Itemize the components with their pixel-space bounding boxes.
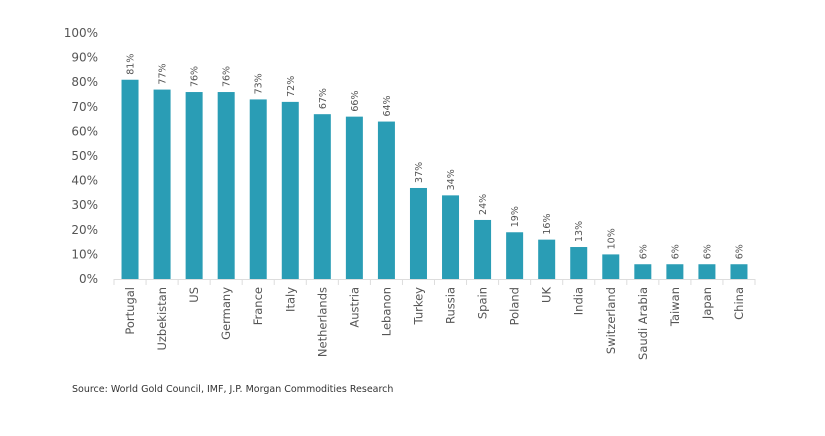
x-tick-label: Netherlands (315, 287, 329, 357)
bar (185, 92, 203, 279)
bar (313, 114, 331, 280)
bar (474, 219, 492, 279)
x-tick-label: India (572, 287, 586, 315)
data-label: 6% (638, 244, 649, 259)
bar (602, 254, 620, 279)
data-label: 64% (382, 95, 393, 116)
bar (249, 99, 267, 279)
x-tick-label: Italy (283, 287, 297, 312)
bar (281, 101, 299, 279)
bar (570, 247, 588, 279)
bar (730, 264, 748, 279)
x-tick-label: Lebanon (379, 287, 393, 336)
x-tick-label: Saudi Arabia (636, 287, 650, 360)
data-label: 6% (734, 244, 745, 259)
x-tick-label: Russia (444, 287, 458, 324)
x-tick-label: Switzerland (604, 287, 618, 354)
x-tick-label: Poland (508, 287, 522, 325)
data-label: 13% (574, 221, 585, 242)
bar (153, 89, 171, 279)
bar (698, 264, 716, 279)
data-label: 6% (670, 244, 681, 259)
x-tick-label: Taiwan (668, 287, 682, 327)
y-tick-label: 100% (64, 26, 98, 40)
x-tick-label: Austria (347, 287, 361, 328)
bar (217, 92, 235, 279)
data-label: 24% (478, 194, 489, 215)
y-tick-label: 40% (71, 174, 98, 188)
bar (666, 264, 684, 279)
x-tick-label: China (732, 287, 746, 320)
y-tick-label: 90% (71, 51, 98, 65)
source-note: Source: World Gold Council, IMF, J.P. Mo… (72, 384, 394, 395)
data-label: 16% (542, 214, 553, 235)
data-label: 76% (190, 66, 201, 87)
bar (409, 187, 427, 279)
x-tick-label: Uzbekistan (155, 287, 169, 351)
y-tick-label: 80% (71, 75, 98, 89)
x-tick-label: Germany (219, 287, 233, 340)
data-label: 81% (126, 54, 137, 75)
x-tick-label: US (187, 287, 201, 303)
data-label: 10% (606, 228, 617, 249)
bar (377, 121, 395, 279)
y-tick-label: 0% (79, 272, 98, 286)
bar (506, 232, 524, 279)
y-tick-label: 30% (71, 198, 98, 212)
bar (121, 79, 139, 280)
x-tick-label: UK (540, 287, 554, 303)
data-label: 34% (446, 169, 457, 190)
bar (442, 195, 460, 279)
y-tick-label: 20% (71, 223, 98, 237)
x-tick-label: Spain (476, 287, 490, 319)
x-tick-label: Portugal (123, 287, 137, 335)
y-tick-label: 60% (71, 124, 98, 138)
y-tick-label: 50% (71, 149, 98, 163)
data-label: 19% (510, 206, 521, 227)
data-label: 72% (286, 76, 297, 97)
data-label: 67% (318, 88, 329, 109)
data-label: 37% (414, 162, 425, 183)
bar (538, 239, 556, 279)
data-label: 77% (158, 63, 169, 84)
data-label: 6% (702, 244, 713, 259)
y-tick-label: 70% (71, 100, 98, 114)
y-tick-label: 10% (71, 247, 98, 261)
data-label: 76% (222, 66, 233, 87)
data-label: 73% (254, 73, 265, 94)
x-tick-label: France (251, 287, 265, 325)
bar (634, 264, 652, 279)
bar (345, 116, 363, 279)
x-tick-label: Turkey (411, 287, 425, 326)
x-tick-label: Japan (700, 287, 714, 320)
data-label: 66% (350, 91, 361, 112)
